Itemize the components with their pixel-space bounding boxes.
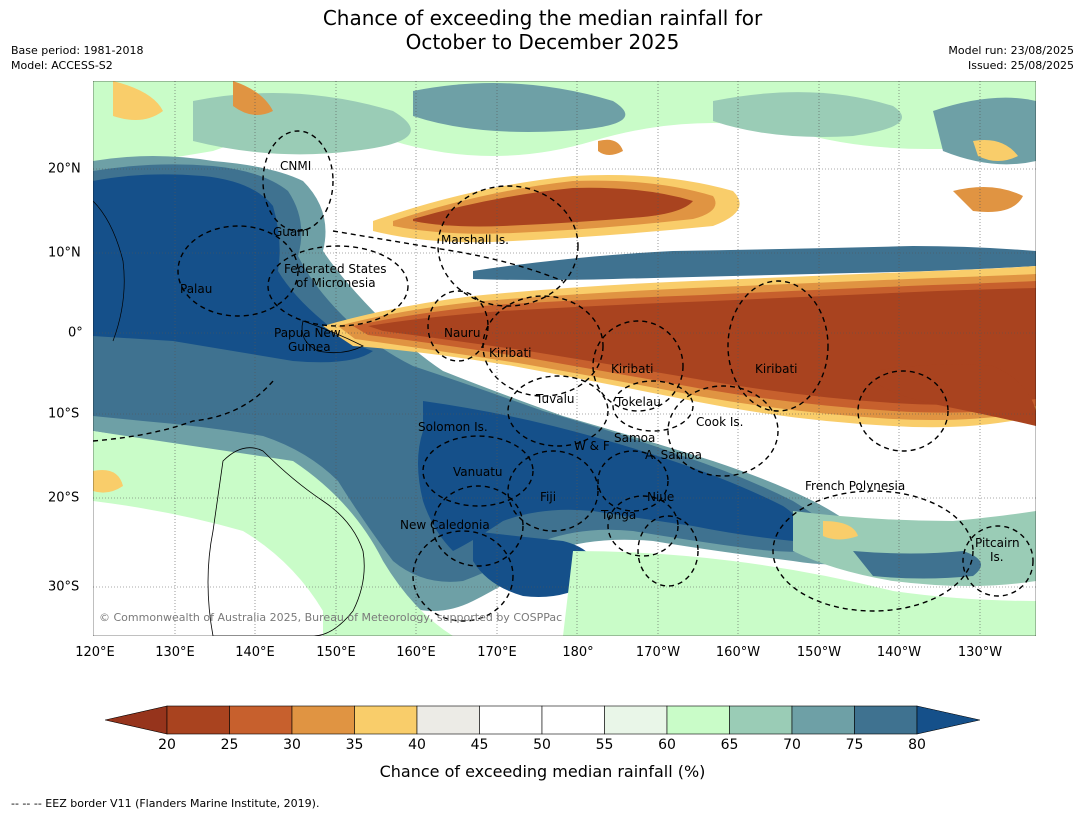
- label-wallis-futuna: W & F: [574, 439, 610, 453]
- eez-footnote: -- -- -- EEZ border V11 (Flanders Marine…: [11, 797, 320, 810]
- colorbar-tick-label: 50: [533, 737, 551, 753]
- colorbar-tick-label: 65: [720, 737, 739, 753]
- title-line-2: October to December 2025: [405, 30, 680, 54]
- label-kiribati-central: Kiribati: [611, 362, 653, 376]
- colorbar-segment: [541, 705, 605, 735]
- label-fsm-1: Federated States: [284, 262, 386, 276]
- lon-label-160e: 160°E: [396, 645, 436, 660]
- colorbar-segment: [729, 705, 793, 735]
- label-tonga: Tonga: [600, 508, 636, 522]
- colorbar-segment: [791, 705, 855, 735]
- colorbar-segment: [291, 705, 355, 735]
- lon-label-140e: 140°E: [235, 645, 275, 660]
- base-period: Base period: 1981-2018: [11, 44, 144, 57]
- lat-label-20n: 20°N: [48, 161, 81, 177]
- colorbar-tick-label: 20: [158, 737, 176, 753]
- title-line-1: Chance of exceeding the median rainfall …: [322, 6, 763, 30]
- lat-label-30s: 30°S: [48, 579, 80, 595]
- copyright-note: © Commonwealth of Australia 2025, Bureau…: [99, 611, 562, 624]
- colorbar-tick-label: 75: [845, 737, 864, 753]
- label-tuvalu: Tuvalu: [535, 392, 575, 406]
- label-png-1: Papua New: [274, 326, 341, 340]
- rainfall-map: CNMI Guam Marshall Is. Federated States …: [93, 81, 1036, 636]
- colorbar-segment: [229, 705, 293, 735]
- colorbar-segment: [854, 705, 918, 735]
- label-kiribati-east: Kiribati: [755, 362, 797, 376]
- model-name: Model: ACCESS-S2: [11, 59, 113, 72]
- lon-label-170w: 170°W: [635, 645, 681, 660]
- label-nauru: Nauru: [444, 326, 480, 340]
- colorbar-tick-label: 80: [908, 737, 926, 753]
- model-run: Model run: 23/08/2025: [948, 44, 1074, 57]
- label-niue: Niue: [647, 490, 674, 504]
- label-american-samoa: A. Samoa: [645, 448, 702, 462]
- lat-label-20s: 20°S: [48, 490, 80, 506]
- label-kiribati-west: Kiribati: [489, 346, 531, 360]
- meta-left: Base period: 1981-2018 Model: ACCESS-S2: [11, 43, 143, 73]
- colorbar-tick-label: 70: [783, 737, 801, 753]
- lat-label-0: 0°: [68, 325, 83, 341]
- colorbar-over-arrow: [916, 705, 980, 735]
- colorbar-segment: [416, 705, 480, 735]
- label-cnmi: CNMI: [280, 159, 311, 173]
- lat-label-10n: 10°N: [48, 245, 81, 261]
- colorbar-tick-label: 60: [658, 737, 676, 753]
- lon-label-180: 180°: [562, 645, 594, 660]
- colorbar: [105, 705, 980, 735]
- lon-label-160w: 160°W: [715, 645, 761, 660]
- colorbar-under-arrow: [105, 705, 168, 735]
- label-samoa: Samoa: [614, 431, 655, 445]
- label-fiji: Fiji: [540, 490, 556, 504]
- label-cook-islands: Cook Is.: [696, 415, 743, 429]
- label-solomon-islands: Solomon Is.: [418, 420, 488, 434]
- colorbar-tick-label: 35: [345, 737, 364, 753]
- label-guam: Guam: [273, 225, 309, 239]
- colorbar-segment: [354, 705, 418, 735]
- map-title: Chance of exceeding the median rainfall …: [0, 6, 1085, 54]
- label-tokelau: Tokelau: [615, 395, 661, 409]
- colorbar-tick-label: 25: [220, 737, 239, 753]
- lon-label-130w: 130°W: [957, 645, 1003, 660]
- lon-label-150w: 150°W: [796, 645, 842, 660]
- label-pitcairn-2: Is.: [990, 550, 1004, 564]
- lon-label-170e: 170°E: [477, 645, 517, 660]
- colorbar-label: Chance of exceeding median rainfall (%): [379, 762, 706, 781]
- lat-label-10s: 10°S: [48, 406, 80, 422]
- colorbar-segment: [479, 705, 543, 735]
- colorbar-segment: [604, 705, 668, 735]
- label-vanuatu: Vanuatu: [453, 465, 503, 479]
- label-fsm-2: of Micronesia: [296, 276, 376, 290]
- colorbar-tick-label: 30: [283, 737, 301, 753]
- colorbar-tick-label: 40: [408, 737, 426, 753]
- lon-label-140w: 140°W: [876, 645, 922, 660]
- issued-date: Issued: 25/08/2025: [967, 59, 1074, 72]
- colorbar-segment: [166, 705, 230, 735]
- lon-label-150e: 150°E: [316, 645, 356, 660]
- meta-right: Model run: 23/08/2025 Issued: 25/08/2025: [948, 43, 1074, 73]
- label-png-2: Guinea: [288, 340, 331, 354]
- label-pitcairn-1: Pitcairn: [975, 536, 1020, 550]
- colorbar-tick-label: 45: [470, 737, 489, 753]
- label-new-caledonia: New Caledonia: [400, 518, 490, 532]
- label-palau: Palau: [180, 282, 212, 296]
- colorbar-tick-label: 55: [595, 737, 614, 753]
- lon-label-120e: 120°E: [75, 645, 115, 660]
- label-french-polynesia: French Polynesia: [805, 479, 905, 493]
- colorbar-segment: [666, 705, 730, 735]
- lon-label-130e: 130°E: [155, 645, 195, 660]
- label-marshall: Marshall Is.: [441, 233, 509, 247]
